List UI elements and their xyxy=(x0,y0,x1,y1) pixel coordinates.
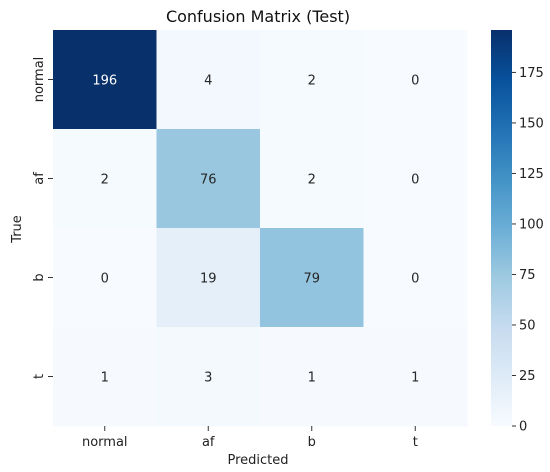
cell-value-label: 1 xyxy=(308,371,316,386)
colorbar-tick-label: 150 xyxy=(519,116,544,131)
cell-value-label: 1 xyxy=(101,371,109,386)
heatmap-cell xyxy=(260,327,364,427)
colorbar-tick-label: 50 xyxy=(519,318,536,333)
chart-title: Confusion Matrix (Test) xyxy=(166,7,350,26)
cell-value-label: 0 xyxy=(411,272,419,287)
cell-value-label: 0 xyxy=(411,173,419,188)
y-tick-label: b xyxy=(32,273,47,281)
heatmap-cell xyxy=(363,327,468,427)
heatmap-cell xyxy=(156,129,261,229)
y-tick-label: t xyxy=(32,374,47,379)
cell-value-label: 2 xyxy=(308,173,316,188)
cell-value-label: 3 xyxy=(204,371,212,386)
heatmap-cell xyxy=(260,129,364,229)
x-tick-label: t xyxy=(413,435,418,450)
colorbar: 0 25 50 75 100 125 150 175 xyxy=(491,30,544,435)
colorbar-tick-label: 25 xyxy=(519,369,536,384)
cell-value-label: 196 xyxy=(92,74,117,89)
x-axis-label: Predicted xyxy=(227,453,288,468)
cell-value-label: 2 xyxy=(308,74,316,89)
colorbar-tick-label: 175 xyxy=(519,66,544,81)
heatmap-cell xyxy=(156,30,261,130)
heatmap-cell xyxy=(53,129,157,229)
cell-value-label: 79 xyxy=(303,272,320,287)
cell-value-label: 1 xyxy=(411,371,419,386)
colorbar-tick-label: 100 xyxy=(519,217,544,232)
cell-value-label: 0 xyxy=(411,74,419,89)
y-tick-label: af xyxy=(32,172,47,185)
colorbar-gradient xyxy=(491,30,512,426)
y-tick-label: normal xyxy=(32,57,47,103)
heatmap-cell xyxy=(156,327,261,427)
x-tick-label: af xyxy=(202,435,215,450)
heatmap-cell xyxy=(53,30,157,130)
cell-value-label: 4 xyxy=(204,74,212,89)
y-axis-label: True xyxy=(10,215,25,244)
heatmap-cell xyxy=(260,30,364,130)
y-axis-ticks: normal af b t xyxy=(32,57,53,379)
heatmap-cell xyxy=(156,228,261,328)
heatmap-cell xyxy=(260,228,364,328)
heatmap-cell xyxy=(53,228,157,328)
colorbar-tick-label: 75 xyxy=(519,268,536,283)
heatmap-cell xyxy=(363,129,468,229)
x-tick-label: normal xyxy=(82,435,128,450)
colorbar-tick-label: 0 xyxy=(519,420,527,435)
cell-value-label: 19 xyxy=(200,272,217,287)
heatmap-cells: 196 4 2 0 2 76 2 0 0 19 79 0 1 3 1 1 xyxy=(53,30,468,427)
cell-value-label: 0 xyxy=(101,272,109,287)
heatmap-cell xyxy=(53,327,157,427)
x-axis-ticks: normal af b t xyxy=(82,426,418,450)
cell-value-label: 2 xyxy=(101,173,109,188)
x-tick-label: b xyxy=(308,435,316,450)
colorbar-tick-label: 125 xyxy=(519,167,544,182)
heatmap-cell xyxy=(363,30,468,130)
cell-value-label: 76 xyxy=(200,173,217,188)
heatmap-cell xyxy=(363,228,468,328)
